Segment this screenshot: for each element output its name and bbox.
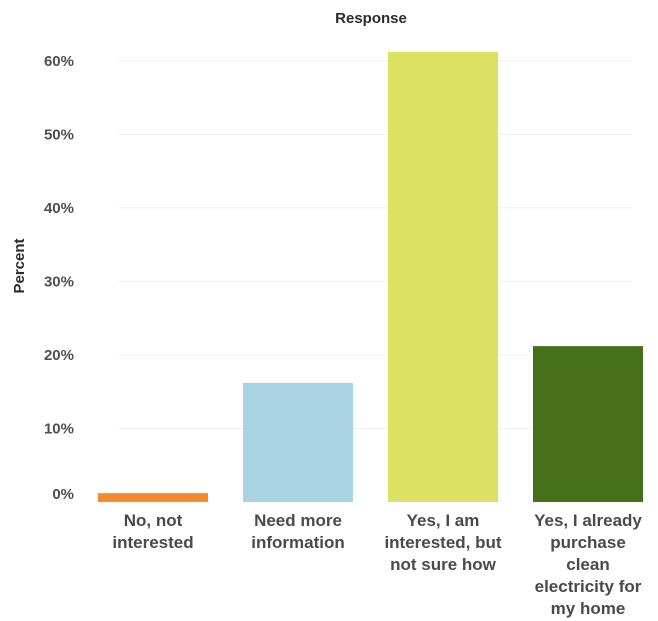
y-axis-title: Percent — [11, 238, 28, 293]
category-label-line: purchase — [550, 533, 626, 552]
category-label-line: clean — [566, 555, 609, 574]
y-axis-ticks: 0% 10% 20% 30% 40% 50% 60% — [44, 53, 74, 503]
category-label-line: not sure how — [390, 555, 497, 574]
y-tick-label: 60% — [44, 53, 74, 70]
category-label: Need more information — [251, 511, 345, 552]
y-tick-label: 40% — [44, 200, 74, 217]
category-label-line: information — [251, 533, 345, 552]
bar — [533, 346, 643, 502]
category-label: Yes, I already purchase clean electricity f… — [534, 511, 642, 618]
category-label: Yes, I am interested, but not sure how — [384, 511, 501, 574]
bar — [243, 382, 353, 502]
y-tick-label: 20% — [44, 347, 74, 364]
bar — [388, 52, 498, 502]
category-label-line: my home — [551, 599, 626, 618]
category-label-line: electricity for — [535, 577, 642, 596]
y-tick-label: 0% — [52, 486, 74, 503]
y-tick-label: 30% — [44, 273, 74, 290]
x-axis-labels: No, not interested Need more information Yes… — [112, 511, 642, 618]
y-tick-label: 50% — [44, 126, 74, 143]
bars — [98, 52, 643, 502]
category-label-line: Yes, I already — [534, 511, 642, 530]
chart-title: Response — [335, 10, 407, 27]
bar — [98, 493, 208, 502]
category-label: No, not interested — [112, 511, 193, 552]
category-label-line: Need more — [254, 511, 342, 530]
category-label-line: Yes, I am — [407, 511, 480, 530]
category-label-line: interested, but — [384, 533, 501, 552]
y-tick-label: 10% — [44, 420, 74, 437]
category-label-line: interested — [112, 533, 193, 552]
category-label-line: No, not — [124, 511, 183, 530]
